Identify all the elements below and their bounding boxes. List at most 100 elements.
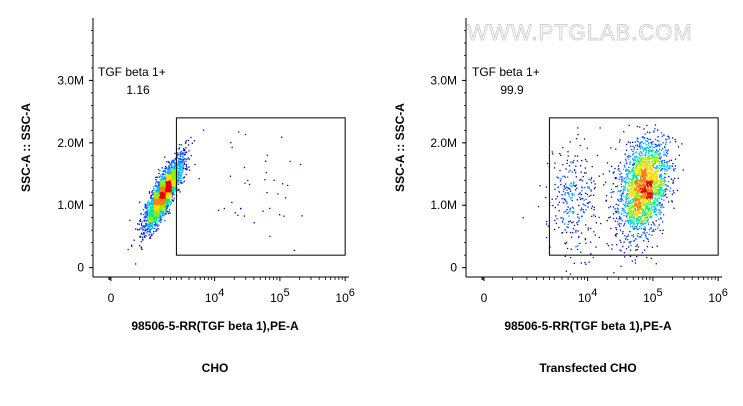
panel-caption: CHO [202, 361, 229, 375]
event-dot [650, 216, 652, 218]
event-dot [282, 183, 284, 185]
event-dot [167, 169, 169, 171]
event-dot [170, 196, 173, 198]
event-dot [647, 210, 649, 212]
event-dot [287, 184, 289, 187]
event-dot [150, 233, 152, 235]
event-dot [179, 175, 181, 177]
event-dot [616, 185, 619, 187]
event-dot [646, 172, 648, 174]
event-dot [158, 216, 160, 218]
event-dot [146, 214, 149, 216]
event-dot [156, 195, 158, 197]
event-dot [627, 221, 630, 223]
event-dot [645, 183, 648, 185]
event-dot [639, 147, 641, 149]
event-dot [621, 176, 623, 178]
event-dot [636, 164, 638, 167]
event-dot [168, 192, 171, 194]
event-dot [653, 172, 655, 174]
event-dot [163, 201, 165, 203]
event-dot [156, 186, 158, 188]
event-dot [644, 210, 646, 212]
event-dot [612, 217, 615, 220]
event-dot [155, 208, 157, 210]
event-dot [172, 162, 175, 164]
event-dot [638, 192, 640, 194]
event-dot [160, 184, 162, 186]
event-dot [636, 175, 638, 177]
event-dot [166, 192, 168, 194]
event-dot [154, 205, 157, 207]
event-dot [650, 198, 652, 201]
event-dot [632, 184, 634, 186]
event-dot [641, 173, 643, 175]
event-dot [151, 212, 154, 214]
event-dot [161, 219, 163, 221]
event-dot [662, 194, 664, 196]
event-dot [610, 192, 612, 194]
event-dot [157, 192, 160, 194]
event-dot [162, 184, 164, 187]
event-dot [663, 182, 665, 184]
event-dot [649, 196, 651, 199]
event-dot [150, 194, 153, 196]
event-dot [178, 178, 180, 180]
event-dot [171, 183, 173, 185]
event-dot [636, 222, 638, 224]
event-dot [146, 219, 148, 222]
event-dot [651, 146, 654, 148]
event-dot [243, 166, 246, 169]
event-dot [168, 199, 171, 202]
event-dot [631, 169, 634, 171]
event-dot [619, 216, 622, 219]
event-dot [154, 221, 156, 223]
event-dot [149, 222, 152, 224]
event-dot [633, 190, 635, 192]
event-dot [175, 165, 177, 167]
event-dot [160, 208, 162, 210]
event-dot [167, 212, 170, 215]
event-dot [646, 182, 649, 184]
event-dot [154, 222, 157, 224]
event-dot [622, 168, 625, 170]
event-dot [150, 203, 152, 205]
event-dot [655, 185, 657, 187]
event-dot [641, 212, 643, 215]
event-dot [163, 194, 165, 196]
event-dot [656, 215, 658, 217]
event-dot [617, 199, 619, 202]
event-dot [624, 189, 626, 191]
event-dot [178, 148, 180, 150]
event-dot [652, 141, 654, 143]
event-dot [643, 183, 646, 186]
event-dot [188, 158, 190, 161]
event-dot [184, 158, 186, 160]
event-dot [150, 212, 152, 214]
event-dot [651, 185, 653, 187]
event-dot [647, 153, 649, 155]
event-dot [174, 162, 176, 164]
event-dot [646, 150, 648, 152]
event-dot [645, 160, 647, 162]
event-dot [620, 218, 622, 220]
event-dot [641, 184, 643, 186]
event-dot [643, 161, 646, 163]
event-dot [153, 204, 155, 206]
event-dot [651, 198, 653, 200]
event-dot [653, 223, 655, 225]
event-dot [646, 180, 648, 182]
event-dot [645, 162, 648, 164]
event-dot [180, 151, 182, 153]
event-dot [630, 184, 632, 186]
event-dot [660, 211, 662, 214]
event-dot [170, 177, 172, 179]
event-dot [170, 175, 172, 177]
event-dot [154, 211, 157, 214]
event-dot [656, 203, 658, 205]
event-dot [677, 177, 679, 179]
event-dot [620, 189, 622, 192]
event-dot [634, 198, 637, 200]
event-dot [160, 206, 162, 209]
event-dot [632, 167, 635, 169]
